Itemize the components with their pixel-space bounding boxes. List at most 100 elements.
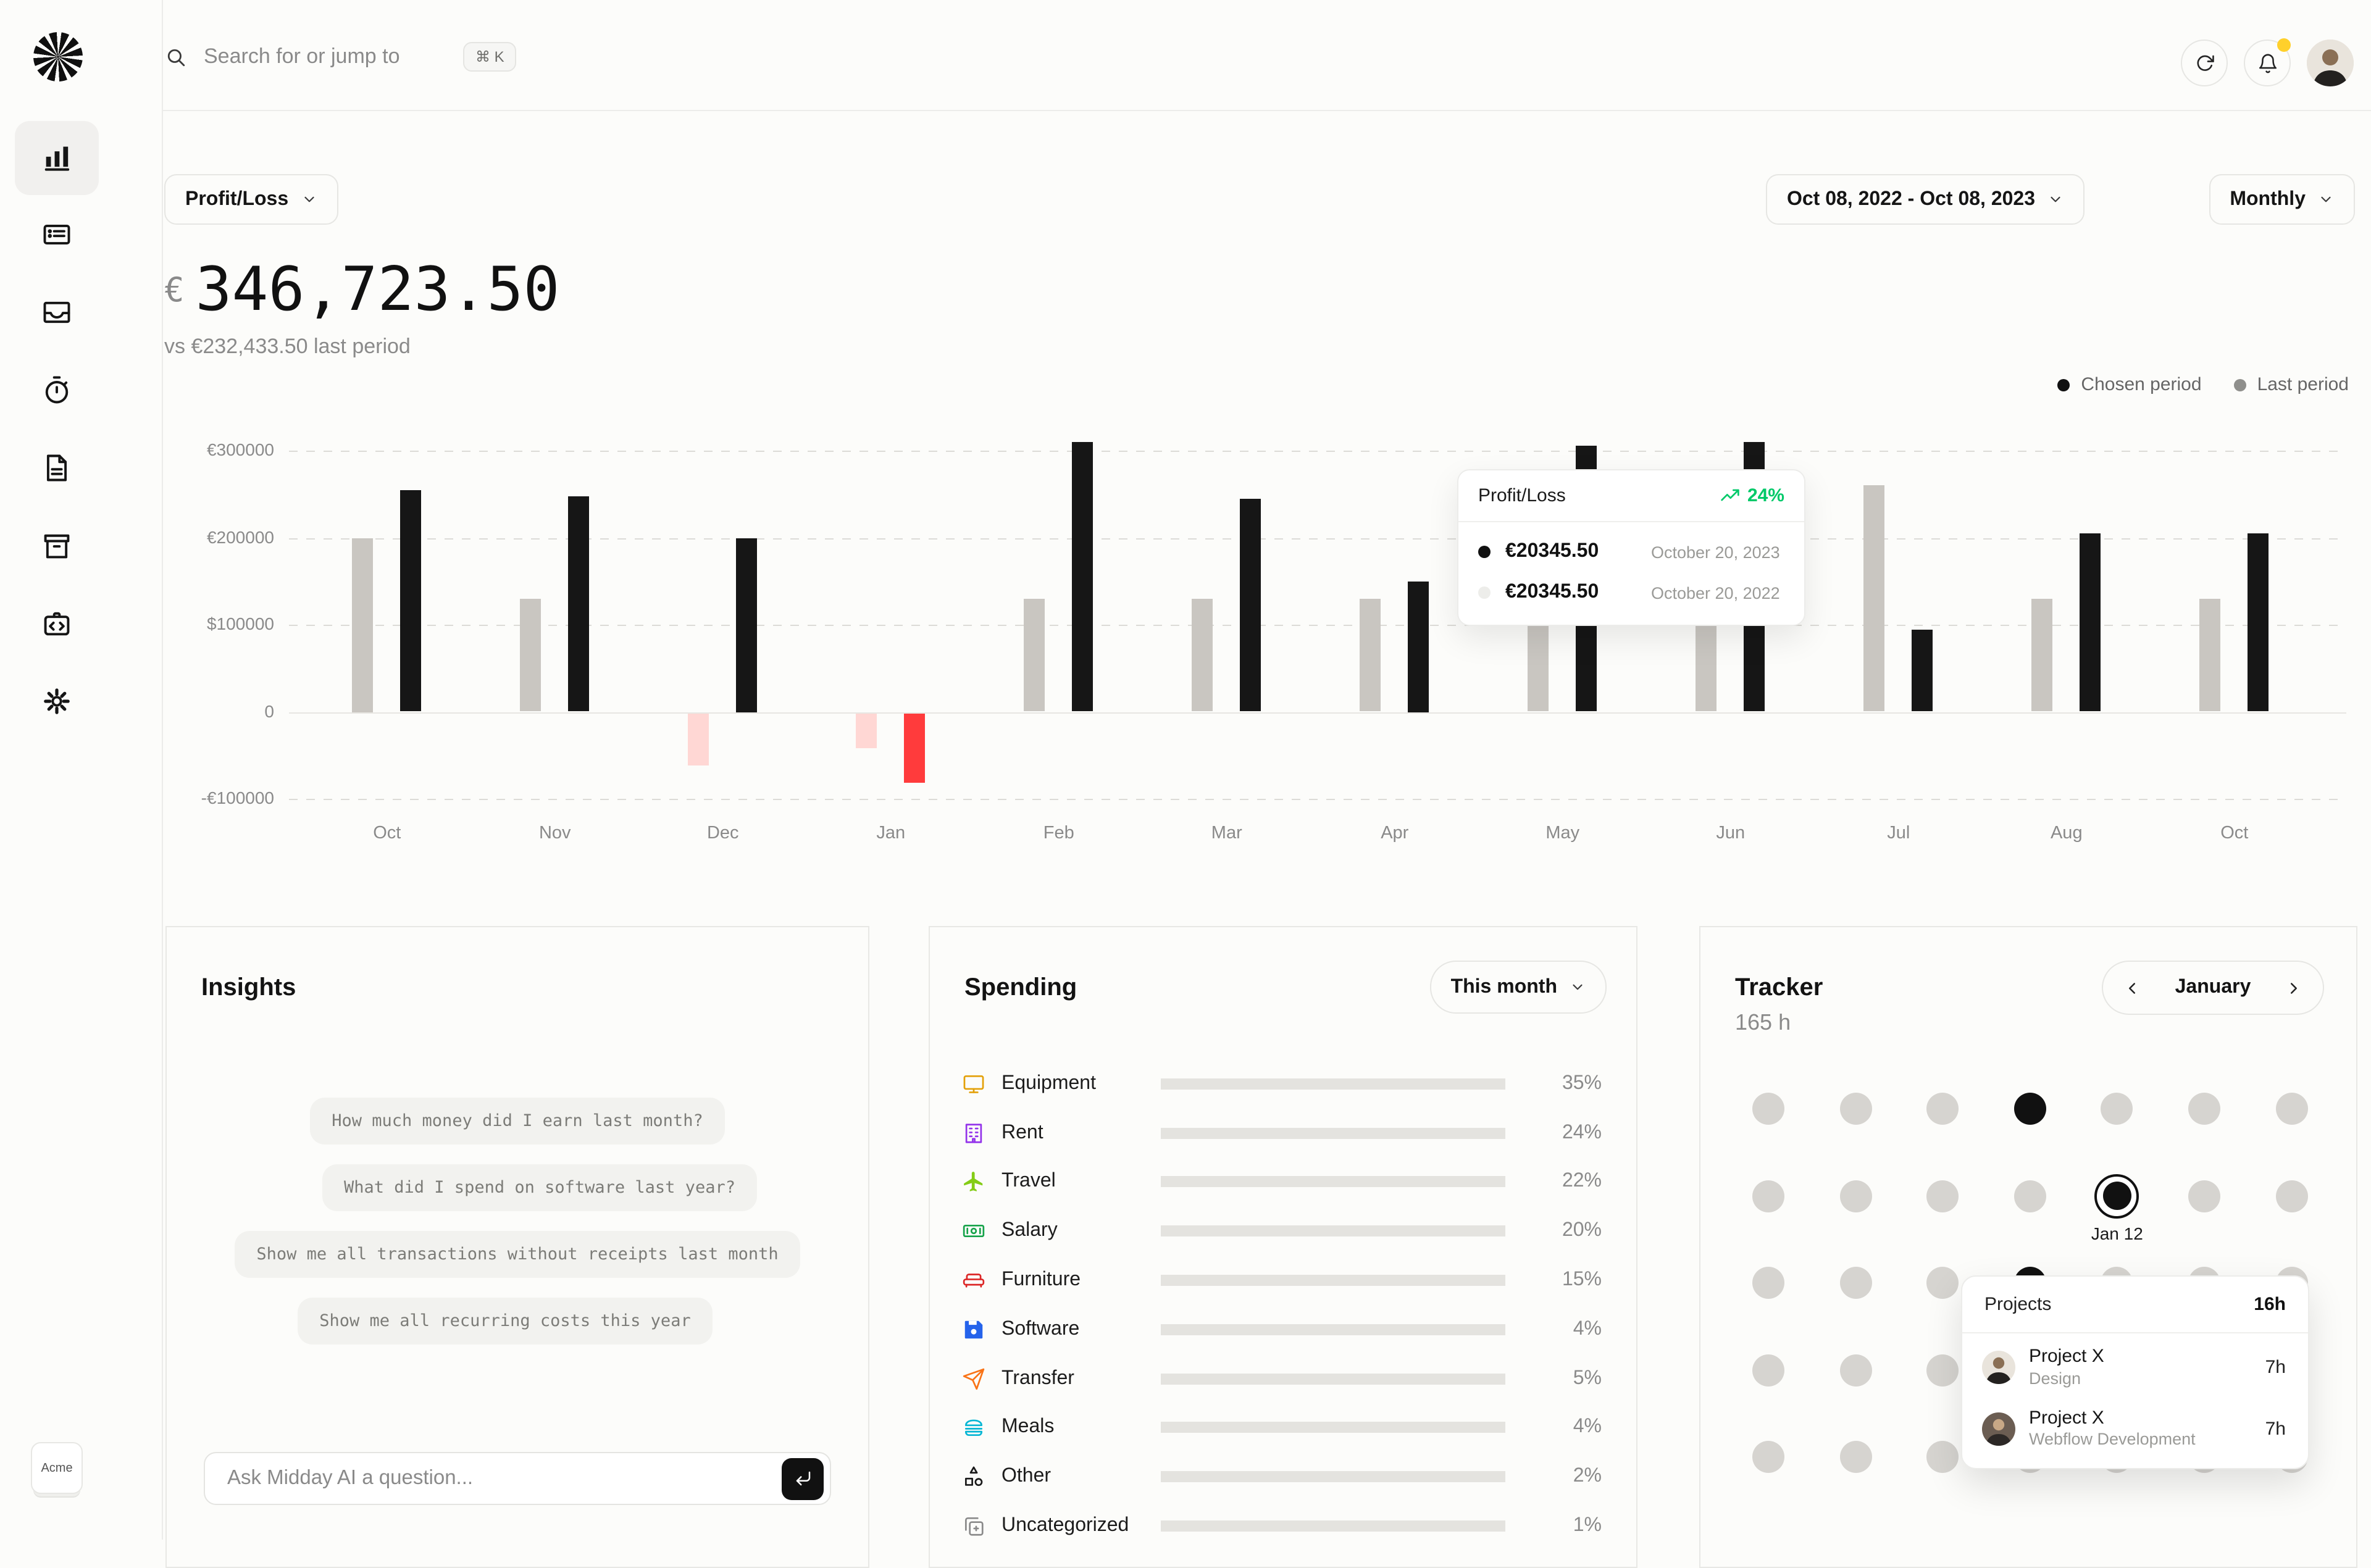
tracker-day-dot[interactable]	[1752, 1267, 1784, 1299]
chart-bar-last-period[interactable]	[1192, 598, 1213, 712]
x-axis-label: Nov	[538, 824, 571, 843]
chart-bar-chosen-period[interactable]	[1408, 581, 1429, 712]
tracker-day-dot[interactable]	[1926, 1441, 1959, 1474]
sidebar-item-apps[interactable]	[15, 584, 99, 662]
insight-suggestion-chip[interactable]: How much money did I earn last month?	[309, 1098, 726, 1145]
chart-bar-chosen-period[interactable]	[1072, 441, 1094, 712]
chart-bar-last-period[interactable]	[1360, 598, 1381, 712]
refresh-button[interactable]	[2181, 40, 2228, 86]
metric-selector[interactable]: Profit/Loss	[164, 174, 338, 225]
tracker-day-dot[interactable]	[1926, 1093, 1959, 1125]
chart-bar-last-period[interactable]	[352, 538, 374, 712]
tracker-day-dot[interactable]	[1752, 1441, 1784, 1474]
project-entry[interactable]: Project X Design 7h	[1962, 1333, 2308, 1395]
chart-bar-last-period[interactable]	[2199, 598, 2221, 712]
inbox-icon	[43, 301, 70, 323]
sidebar-item-inbox[interactable]	[15, 273, 99, 351]
chevron-left-icon[interactable]	[2123, 978, 2141, 997]
sidebar: Acme	[0, 0, 163, 1540]
tracker-day-dot[interactable]	[1752, 1354, 1784, 1387]
tracker-day-dot[interactable]	[1926, 1354, 1959, 1387]
notifications-button[interactable]	[2244, 38, 2291, 86]
spending-period-selector[interactable]: This month	[1429, 961, 1607, 1014]
sidebar-item-tracker[interactable]	[15, 351, 99, 428]
chart-bar-last-period[interactable]	[1024, 598, 1045, 712]
tracker-day-dot[interactable]	[1926, 1180, 1959, 1212]
spending-row[interactable]: Salary 20%	[930, 1207, 1636, 1256]
insight-suggestion-chip[interactable]: Show me all transactions without receipt…	[234, 1231, 801, 1278]
currency-symbol: €	[164, 272, 185, 310]
sidebar-item-transactions[interactable]	[15, 195, 99, 273]
spending-row[interactable]: Other 2%	[930, 1453, 1636, 1502]
tracker-day-dot[interactable]	[2188, 1093, 2220, 1125]
team-switcher[interactable]: Acme	[31, 1442, 83, 1494]
chart-bar-last-period[interactable]	[856, 713, 877, 748]
tracker-day-dot[interactable]	[1752, 1093, 1784, 1125]
insight-suggestion-chip[interactable]: Show me all recurring costs this year	[297, 1298, 713, 1345]
tracker-title: Tracker	[1735, 974, 1823, 1001]
spending-row[interactable]: Transfer 5%	[930, 1354, 1636, 1404]
spending-row[interactable]: Meals 4%	[930, 1403, 1636, 1453]
tracker-day-dot-selected[interactable]	[2094, 1174, 2139, 1219]
chevron-right-icon[interactable]	[2285, 978, 2303, 997]
sidebar-item-vault[interactable]	[15, 506, 99, 584]
chart-bar-last-period[interactable]	[688, 713, 709, 765]
chart-bar-last-period[interactable]	[520, 598, 542, 712]
tracker-day-dot[interactable]	[2013, 1180, 2046, 1212]
interval-selector[interactable]: Monthly	[2209, 174, 2355, 225]
date-range-selector[interactable]: Oct 08, 2022 - Oct 08, 2023	[1765, 174, 2085, 225]
tracker-day-dot[interactable]	[1839, 1267, 1872, 1299]
tracker-day-dot[interactable]	[1752, 1180, 1784, 1212]
chart-legend: Chosen period Last period	[2057, 374, 2349, 395]
search-input[interactable]	[201, 43, 448, 70]
ai-question-input[interactable]	[225, 1466, 782, 1491]
spending-category-label: Meals	[1002, 1416, 1055, 1438]
user-avatar[interactable]	[2307, 40, 2354, 86]
spending-bar-track	[1161, 1471, 1505, 1483]
tooltip-row-chosen: €20345.50 October 20, 2023	[1458, 541, 1804, 563]
chart-bar-chosen-period[interactable]	[1912, 629, 1933, 712]
tracker-day-dot[interactable]	[2101, 1093, 2133, 1125]
tracker-day-dot[interactable]	[1839, 1180, 1872, 1212]
chart-bar-chosen-period[interactable]	[736, 538, 758, 712]
tracker-day-dot[interactable]	[2013, 1093, 2046, 1125]
ai-submit-button[interactable]	[782, 1457, 824, 1499]
chart-bar-chosen-period[interactable]	[2248, 533, 2269, 712]
code-badge-icon	[44, 611, 70, 635]
chart-bar-last-period[interactable]	[2031, 598, 2053, 712]
spending-row[interactable]: Furniture 15%	[930, 1256, 1636, 1305]
sidebar-item-invoices[interactable]	[15, 428, 99, 506]
project-entry[interactable]: Project X Webflow Development 7h	[1962, 1395, 2308, 1468]
chart-bar-chosen-period[interactable]	[568, 496, 590, 712]
gear-icon	[44, 688, 70, 714]
tracker-day-dot[interactable]	[2188, 1180, 2220, 1212]
insight-suggestion-chip[interactable]: What did I spend on software last year?	[322, 1164, 758, 1211]
gridline-200000	[289, 538, 2346, 539]
chart-bar-last-period[interactable]	[1863, 485, 1885, 712]
sidebar-item-overview[interactable]	[15, 121, 99, 195]
sidebar-item-settings[interactable]	[15, 662, 99, 740]
spending-percent: 1%	[1573, 1515, 1602, 1537]
spending-row[interactable]: Equipment 35%	[930, 1059, 1636, 1109]
chart-bar-chosen-period[interactable]	[904, 713, 926, 783]
tracker-day-dot[interactable]	[1926, 1267, 1959, 1299]
chart-bar-chosen-period[interactable]	[2080, 533, 2101, 712]
y-axis-label: -€100000	[201, 788, 274, 807]
legend-chosen-period: Chosen period	[2057, 374, 2202, 395]
chart-bar-chosen-period[interactable]	[1240, 498, 1261, 712]
chevron-down-icon	[1573, 984, 1583, 990]
app-logo-icon[interactable]	[33, 32, 83, 81]
chart-bar-chosen-period[interactable]	[400, 490, 422, 712]
transfer-icon	[962, 1367, 985, 1390]
spending-row[interactable]: Rent 24%	[930, 1109, 1636, 1158]
tracker-day-dot[interactable]	[1839, 1093, 1872, 1125]
x-axis-label: May	[1545, 824, 1580, 843]
tracker-day-dot[interactable]	[1839, 1441, 1872, 1474]
tracker-day-dot[interactable]	[1839, 1354, 1872, 1387]
tracker-day-dot[interactable]	[2275, 1180, 2308, 1212]
spending-row[interactable]: Travel 22%	[930, 1157, 1636, 1207]
tracker-day-dot[interactable]	[2275, 1093, 2308, 1125]
spending-row[interactable]: Uncategorized 1%	[930, 1501, 1636, 1551]
last-period-dot-icon	[2233, 378, 2246, 391]
spending-row[interactable]: Software 4%	[930, 1305, 1636, 1354]
